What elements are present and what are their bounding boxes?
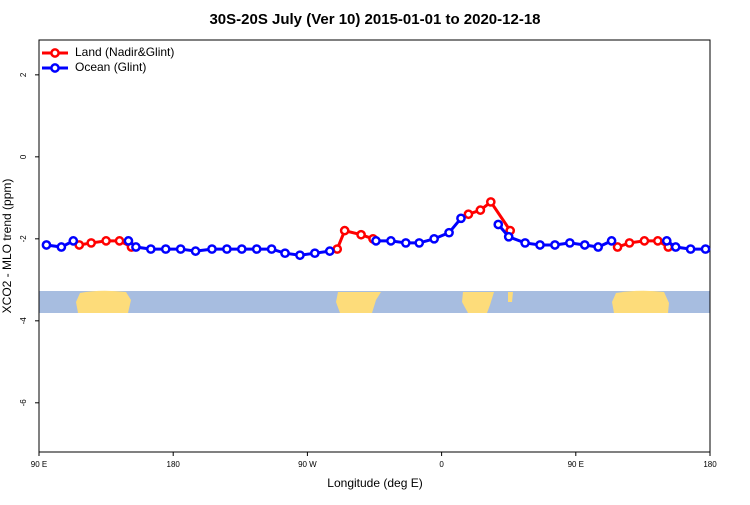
point — [612, 242, 623, 252]
point — [485, 197, 496, 207]
land-shape — [462, 292, 494, 313]
plot-frame — [38, 39, 711, 453]
legend-label: Ocean (Glint) — [75, 60, 146, 74]
point — [266, 244, 277, 254]
point — [550, 240, 560, 250]
y-tick-label: -6 — [19, 399, 28, 407]
point — [624, 238, 635, 248]
point — [564, 238, 575, 248]
point — [123, 236, 134, 246]
land-shape — [508, 292, 513, 302]
point — [295, 250, 305, 261]
y-tick-label: 2 — [19, 72, 28, 77]
land-shape — [76, 290, 131, 313]
point — [236, 244, 247, 254]
land-shape — [612, 290, 669, 313]
x-tick-label: 0 — [439, 460, 444, 469]
point — [86, 238, 97, 248]
point — [429, 233, 439, 244]
land-shape — [336, 292, 381, 313]
point — [475, 205, 486, 215]
point — [190, 246, 201, 256]
point — [386, 236, 396, 246]
point — [670, 242, 681, 252]
y-tick-label: -4 — [19, 317, 28, 325]
x-tick-label: 90 E — [568, 460, 584, 469]
point — [324, 246, 335, 256]
y-tick-label: -2 — [19, 235, 28, 243]
point — [41, 240, 52, 250]
point — [56, 242, 67, 252]
point — [339, 225, 350, 236]
point — [400, 238, 411, 248]
point — [145, 244, 156, 254]
point — [520, 238, 530, 248]
point — [606, 236, 617, 246]
point — [661, 236, 672, 246]
point — [371, 236, 381, 246]
point — [639, 236, 650, 246]
x-tick-label: 90 W — [298, 460, 317, 469]
point — [356, 229, 366, 240]
chart-title: 30S-20S July (Ver 10) 2015-01-01 to 2020… — [209, 11, 540, 28]
point — [444, 227, 454, 238]
legend-label: Land (Nadir&Glint) — [75, 45, 174, 59]
x-axis-label: Longitude (deg E) — [327, 476, 422, 490]
point — [535, 240, 545, 250]
x-tick-label: 90 E — [31, 460, 47, 469]
point — [579, 240, 590, 250]
point — [652, 236, 663, 246]
point — [463, 209, 474, 220]
point — [593, 242, 604, 252]
point — [685, 244, 696, 254]
legend-marker — [50, 63, 60, 73]
point — [131, 242, 141, 252]
x-tick-label: 180 — [703, 460, 717, 469]
point — [222, 244, 232, 254]
point — [251, 244, 262, 254]
point — [332, 244, 343, 254]
point — [280, 248, 290, 259]
point — [160, 244, 171, 254]
point — [456, 213, 466, 224]
point — [493, 219, 504, 230]
point — [114, 236, 125, 246]
point — [207, 244, 217, 254]
point — [101, 236, 111, 246]
x-tick-label: 180 — [167, 460, 181, 469]
map-strip — [39, 290, 710, 313]
point — [68, 236, 79, 246]
point — [310, 248, 320, 259]
point — [700, 244, 711, 254]
point — [503, 231, 514, 242]
point — [414, 238, 425, 248]
legend-marker — [50, 48, 60, 58]
point — [175, 244, 186, 254]
y-tick-label: 0 — [19, 154, 28, 159]
y-axis-label: XCO2 - MLO trend (ppm) — [0, 179, 14, 314]
